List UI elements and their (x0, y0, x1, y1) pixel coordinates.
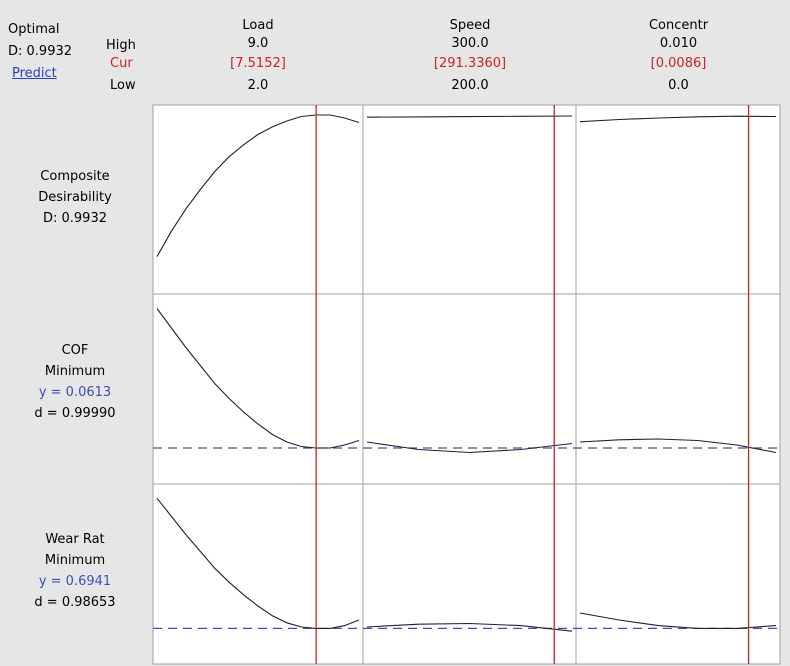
response-label-composite: Composite Desirability D: 0.9932 (0, 166, 150, 229)
response-line2: Desirability (38, 190, 112, 205)
panel-0-0 (152, 104, 364, 295)
factor-high: 9.0 (247, 36, 269, 51)
response-d-value: d = 0.99990 (34, 406, 116, 421)
panel-1-2 (575, 293, 781, 485)
high-label: High (106, 38, 136, 53)
panel-0-1 (362, 104, 577, 295)
predict-link[interactable]: Predict (12, 66, 57, 81)
response-curve-0-0 (156, 114, 360, 257)
response-line3: D: 0.9932 (42, 211, 107, 226)
factor-current: [7.5152] (230, 56, 286, 71)
response-curve-0-1 (366, 115, 573, 118)
response-line2: Minimum (44, 364, 106, 379)
factor-low: 0.0 (668, 78, 689, 93)
panel-1-1 (362, 293, 577, 485)
response-line1: Wear Rat (45, 532, 105, 547)
response-y-value: y = 0.6941 (38, 574, 112, 589)
composite-d-value: D: 0.9932 (8, 44, 73, 59)
response-curve-1-0 (156, 308, 360, 449)
factor-name: Load (242, 18, 274, 33)
response-curve-1-2 (579, 438, 777, 454)
factor-high: 0.010 (659, 36, 698, 51)
panel-2-0 (152, 483, 364, 665)
response-label-wear-rate: Wear Rat Minimum y = 0.6941 d = 0.98653 (0, 529, 150, 613)
factor-current: [0.0086] (650, 56, 707, 71)
response-y-value: y = 0.0613 (38, 385, 112, 400)
response-curve-2-2 (579, 612, 777, 629)
response-line1: COF (61, 343, 89, 358)
low-label: Low (110, 78, 136, 93)
response-curve-2-1 (366, 622, 573, 632)
response-d-value: d = 0.98653 (34, 595, 116, 610)
response-label-cof: COF Minimum y = 0.0613 d = 0.99990 (0, 340, 150, 424)
response-curve-0-2 (579, 115, 777, 123)
factor-name: Speed (449, 18, 491, 33)
response-line2: Minimum (44, 553, 106, 568)
factor-low: 2.0 (247, 78, 269, 93)
factor-low: 200.0 (451, 78, 489, 93)
panel-2-2 (575, 483, 781, 665)
panel-1-0 (152, 293, 364, 485)
cur-label: Cur (110, 56, 133, 71)
optimal-label: Optimal (8, 22, 60, 37)
factor-current: [291.3360] (433, 56, 507, 71)
response-line1: Composite (40, 169, 110, 184)
factor-name: Concentr (648, 18, 709, 33)
panel-0-2 (575, 104, 781, 295)
response-curve-2-0 (156, 497, 360, 629)
panel-2-1 (362, 483, 577, 665)
factor-high: 300.0 (451, 36, 489, 51)
response-curve-1-1 (366, 441, 573, 454)
